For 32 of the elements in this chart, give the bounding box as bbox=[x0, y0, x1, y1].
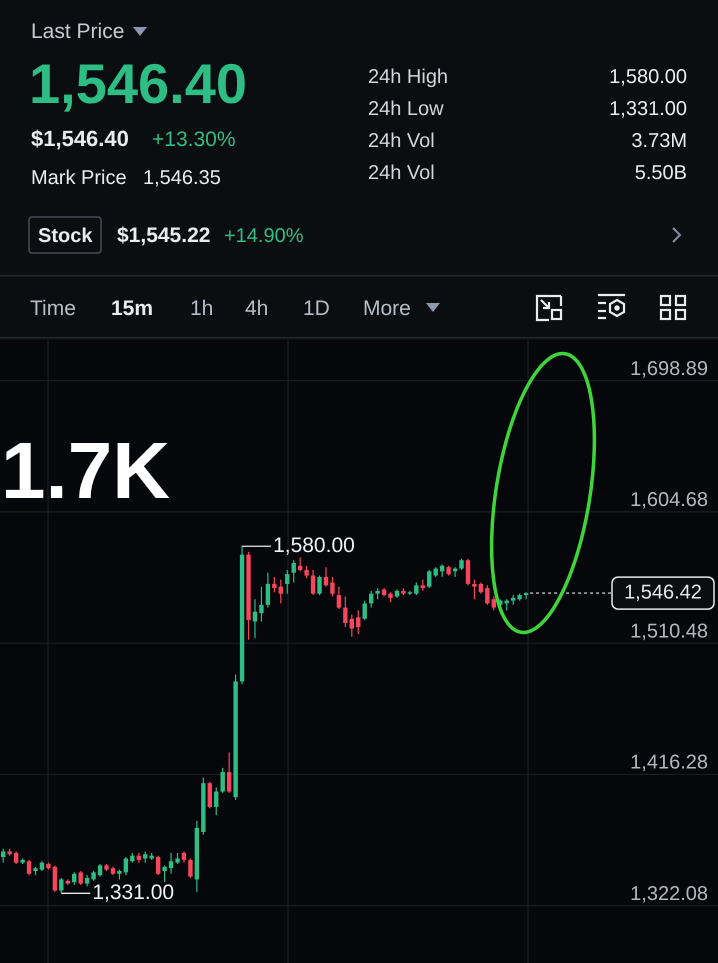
text: 3.73M bbox=[631, 130, 687, 152]
text: 24h Low bbox=[368, 98, 444, 120]
text: +13.30% bbox=[152, 128, 236, 151]
text: More bbox=[363, 297, 411, 320]
ref-line-label: 1,546.42 bbox=[624, 581, 702, 604]
text: Time bbox=[30, 297, 76, 320]
text: $1,546.40 bbox=[31, 126, 129, 151]
y-tick-label: 1,698.89 bbox=[630, 358, 708, 380]
y-tick-label: 1,604.68 bbox=[630, 489, 708, 512]
text: 1,546.40 bbox=[29, 52, 247, 115]
text: +14.90% bbox=[224, 225, 304, 247]
text: 24h High bbox=[368, 66, 448, 88]
text: 1h bbox=[190, 297, 214, 320]
text: 1,331.00 bbox=[609, 98, 687, 120]
text: 4h bbox=[245, 297, 268, 320]
text: 1D bbox=[303, 297, 330, 320]
text: 5.50B bbox=[634, 162, 687, 184]
text: 1,546.35 bbox=[143, 167, 221, 189]
y-tick-label: 1,416.28 bbox=[630, 752, 708, 774]
annotation: 1,580.00 bbox=[273, 534, 355, 557]
text: 15m bbox=[111, 297, 154, 320]
annotation: 1.7K bbox=[1, 426, 170, 515]
text: $1,545.22 bbox=[117, 224, 210, 247]
annotation: 1,331.00 bbox=[92, 880, 174, 904]
text: Stock bbox=[38, 225, 94, 247]
text: 24h Vol bbox=[368, 162, 435, 184]
y-tick-label: 1,510.48 bbox=[630, 620, 708, 642]
text: Mark Price bbox=[31, 167, 127, 189]
text: 24h Vol bbox=[368, 130, 435, 152]
text: Last Price bbox=[31, 20, 124, 43]
y-tick-label: 1,322.08 bbox=[630, 883, 708, 906]
text: 1,580.00 bbox=[609, 66, 687, 88]
